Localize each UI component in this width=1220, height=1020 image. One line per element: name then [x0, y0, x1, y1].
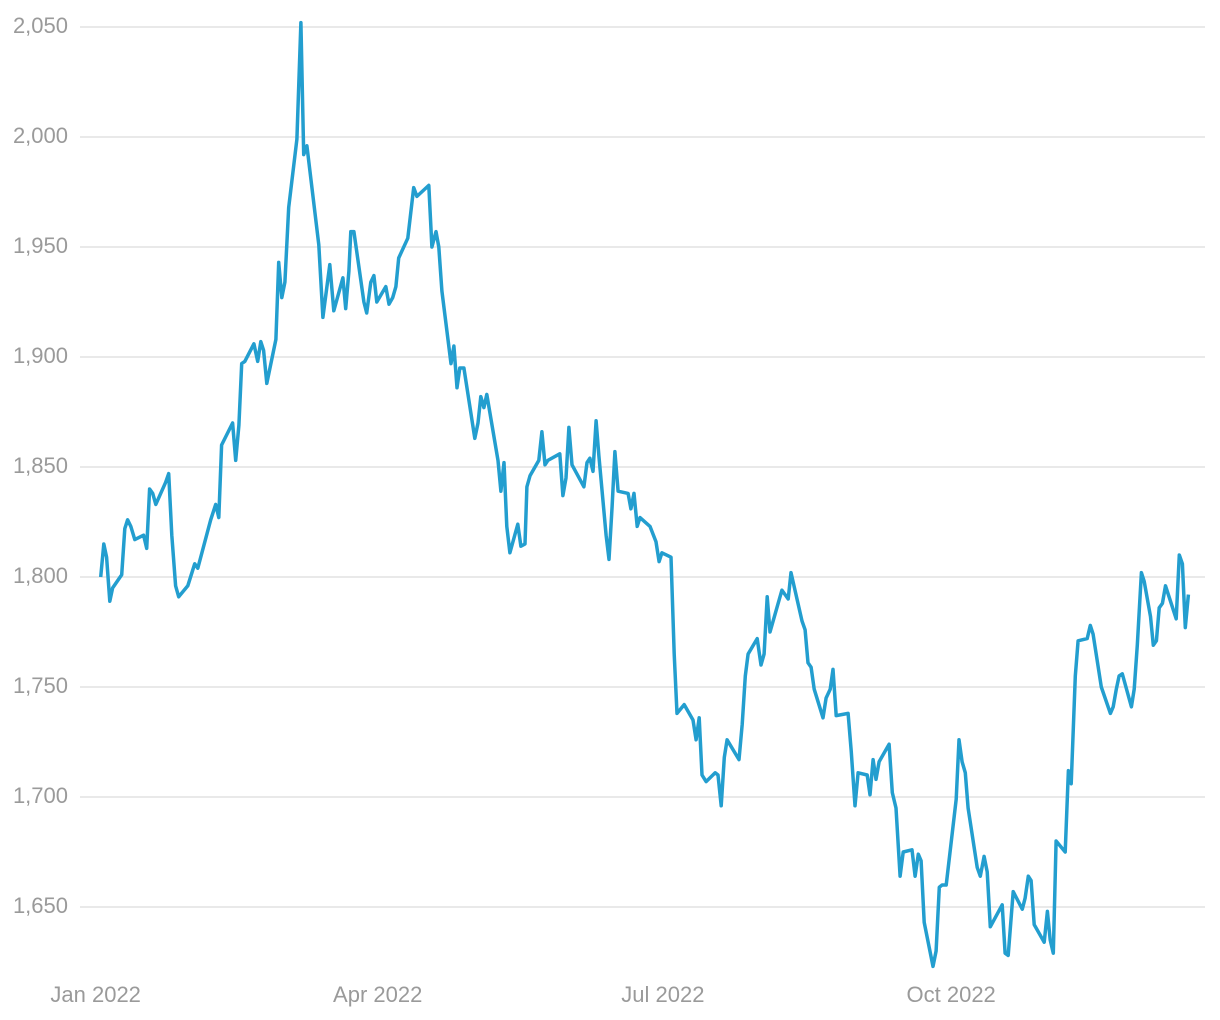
x-tick-label: Jul 2022 [621, 982, 704, 1007]
price-line [98, 20, 1191, 969]
x-tick-label: Jan 2022 [50, 982, 141, 1007]
y-tick-label: 2,050 [13, 13, 68, 38]
y-tick-label: 1,700 [13, 783, 68, 808]
y-tick-label: 1,750 [13, 673, 68, 698]
y-tick-label: 2,000 [13, 123, 68, 148]
y-tick-label: 1,850 [13, 453, 68, 478]
y-tick-label: 1,950 [13, 233, 68, 258]
y-tick-label: 1,900 [13, 343, 68, 368]
x-tick-label: Oct 2022 [907, 982, 996, 1007]
y-tick-label: 1,800 [13, 563, 68, 588]
y-tick-label: 1,650 [13, 893, 68, 918]
x-tick-label: Apr 2022 [333, 982, 422, 1007]
